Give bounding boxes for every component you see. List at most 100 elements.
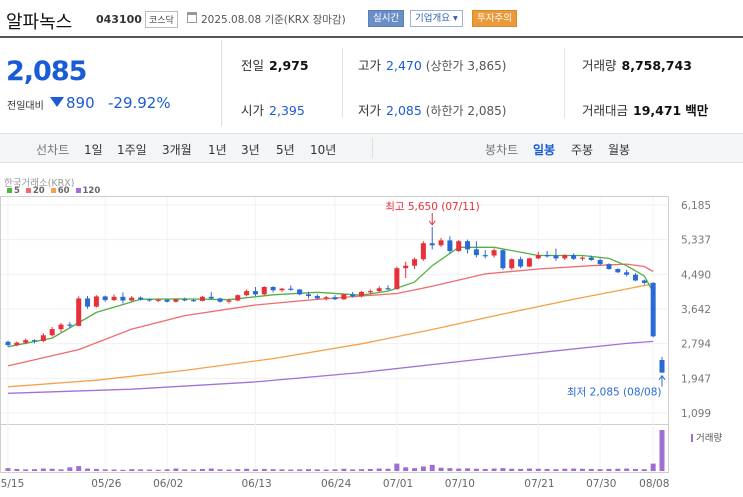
candle bbox=[438, 240, 444, 246]
legend-swatch-ma5 bbox=[7, 187, 12, 193]
stat-label: 전일 bbox=[241, 58, 265, 73]
volume-bar bbox=[146, 469, 152, 471]
ma5-line bbox=[7, 246, 654, 348]
volume-bar bbox=[579, 468, 585, 471]
period-5y[interactable]: 5년 bbox=[276, 143, 295, 157]
volume-bar bbox=[199, 468, 205, 471]
volume-bar bbox=[5, 468, 11, 471]
candle bbox=[138, 297, 144, 300]
volume-bar bbox=[491, 468, 497, 471]
period-1w[interactable]: 1주일 bbox=[117, 143, 147, 157]
candle bbox=[332, 297, 338, 300]
candle bbox=[597, 260, 603, 265]
candle bbox=[208, 296, 214, 299]
volume-bar bbox=[138, 469, 144, 471]
period-3y[interactable]: 3년 bbox=[241, 143, 260, 157]
volume-bar bbox=[359, 469, 365, 471]
volume-legend-swatch bbox=[691, 434, 693, 442]
stat-amount: 거래대금 19,471 백만 bbox=[582, 100, 708, 119]
period-3m[interactable]: 3개월 bbox=[162, 143, 192, 157]
volume-bar bbox=[394, 463, 400, 471]
volume-bar bbox=[23, 469, 29, 471]
volume-bar bbox=[40, 468, 46, 471]
stat-volume: 거래량 8,758,743 bbox=[582, 55, 692, 74]
volume-bar bbox=[288, 469, 294, 471]
candle bbox=[288, 288, 294, 290]
price-change-percent: -29.92% bbox=[108, 94, 171, 112]
candle bbox=[305, 294, 311, 296]
candle bbox=[58, 324, 64, 330]
x-tick-label: 07/10 bbox=[445, 478, 475, 490]
volume-bar bbox=[438, 467, 444, 471]
candle bbox=[146, 299, 152, 301]
x-tick-label: 05/15 bbox=[0, 478, 24, 490]
volume-bar bbox=[562, 468, 568, 471]
legend-swatch-ma20 bbox=[25, 187, 31, 193]
volume-bar bbox=[76, 466, 82, 471]
candle bbox=[482, 255, 488, 257]
period-1y[interactable]: 1년 bbox=[208, 143, 227, 157]
candle-chart-tab[interactable]: 봉차트 bbox=[485, 143, 519, 157]
volume-bar bbox=[615, 468, 621, 471]
candle bbox=[191, 300, 197, 302]
volume-bar bbox=[58, 469, 64, 471]
volume-bar bbox=[659, 430, 665, 471]
candle bbox=[129, 297, 135, 301]
x-tick-label: 05/26 bbox=[91, 478, 122, 490]
volume-bar bbox=[305, 469, 311, 471]
volume-bar bbox=[624, 468, 630, 471]
candle bbox=[235, 295, 241, 301]
candle bbox=[456, 241, 462, 252]
volume-bar bbox=[553, 469, 559, 471]
company-overview-dropdown[interactable]: 기업개요 ▾ bbox=[410, 10, 463, 27]
divider bbox=[342, 48, 343, 118]
y-tick-label: 3,642 bbox=[681, 304, 711, 316]
max-arrow-icon bbox=[428, 213, 436, 226]
volume-bar bbox=[261, 468, 267, 471]
volume-bar bbox=[535, 468, 541, 471]
line-chart-tab[interactable]: 선차트 bbox=[36, 143, 70, 157]
investment-caution-badge[interactable]: 투자주의 bbox=[472, 10, 517, 27]
stock-name: 알파녹스 bbox=[6, 12, 73, 33]
realtime-button[interactable]: 실시간 bbox=[368, 10, 405, 27]
candle bbox=[67, 324, 73, 326]
candle bbox=[314, 295, 320, 299]
period-10y[interactable]: 10년 bbox=[310, 143, 337, 157]
stat-low: 저가 2,085 (하한가 2,085) bbox=[358, 100, 506, 119]
x-tick-label: 06/13 bbox=[241, 478, 271, 490]
candle bbox=[403, 265, 409, 269]
volume-bar bbox=[429, 464, 435, 471]
candle bbox=[111, 296, 117, 301]
candle bbox=[473, 249, 479, 256]
candle bbox=[526, 258, 532, 267]
y-tick-label: 2,794 bbox=[681, 339, 711, 351]
upper-limit: (상한가 3,865) bbox=[425, 59, 507, 73]
candle bbox=[217, 298, 223, 302]
volume-bar bbox=[641, 469, 647, 471]
volume-bar bbox=[314, 469, 320, 471]
volume-bar bbox=[420, 466, 426, 471]
candle bbox=[155, 299, 161, 301]
data-source: 한국거래소(KRX) bbox=[4, 178, 75, 189]
period-1d[interactable]: 1일 bbox=[84, 143, 103, 157]
candle bbox=[76, 298, 82, 326]
calendar-icon bbox=[187, 12, 197, 23]
volume-bar bbox=[182, 469, 188, 471]
candle bbox=[173, 299, 179, 302]
volume-bar bbox=[447, 468, 453, 471]
candle bbox=[412, 259, 418, 266]
candle bbox=[447, 240, 453, 252]
candle bbox=[182, 299, 188, 301]
volume-bar bbox=[341, 468, 347, 471]
candle-daily[interactable]: 일봉 bbox=[533, 143, 556, 157]
current-price: 2,085 bbox=[6, 56, 87, 87]
price-stats: 전일 2,975 시가 2,395 고가 2,470 (상한가 3,865) 저가 2,… bbox=[222, 40, 743, 126]
min-price-label: 최저 2,085 (08/08) bbox=[567, 387, 662, 399]
candle-weekly[interactable]: 주봉 bbox=[571, 143, 594, 157]
lower-limit: (하한가 2,085) bbox=[425, 104, 507, 118]
candle-monthly[interactable]: 월봉 bbox=[608, 143, 631, 157]
legend-ma5: 5 bbox=[14, 186, 20, 196]
volume-bar bbox=[456, 468, 462, 471]
x-tick-label: 06/02 bbox=[153, 478, 183, 490]
